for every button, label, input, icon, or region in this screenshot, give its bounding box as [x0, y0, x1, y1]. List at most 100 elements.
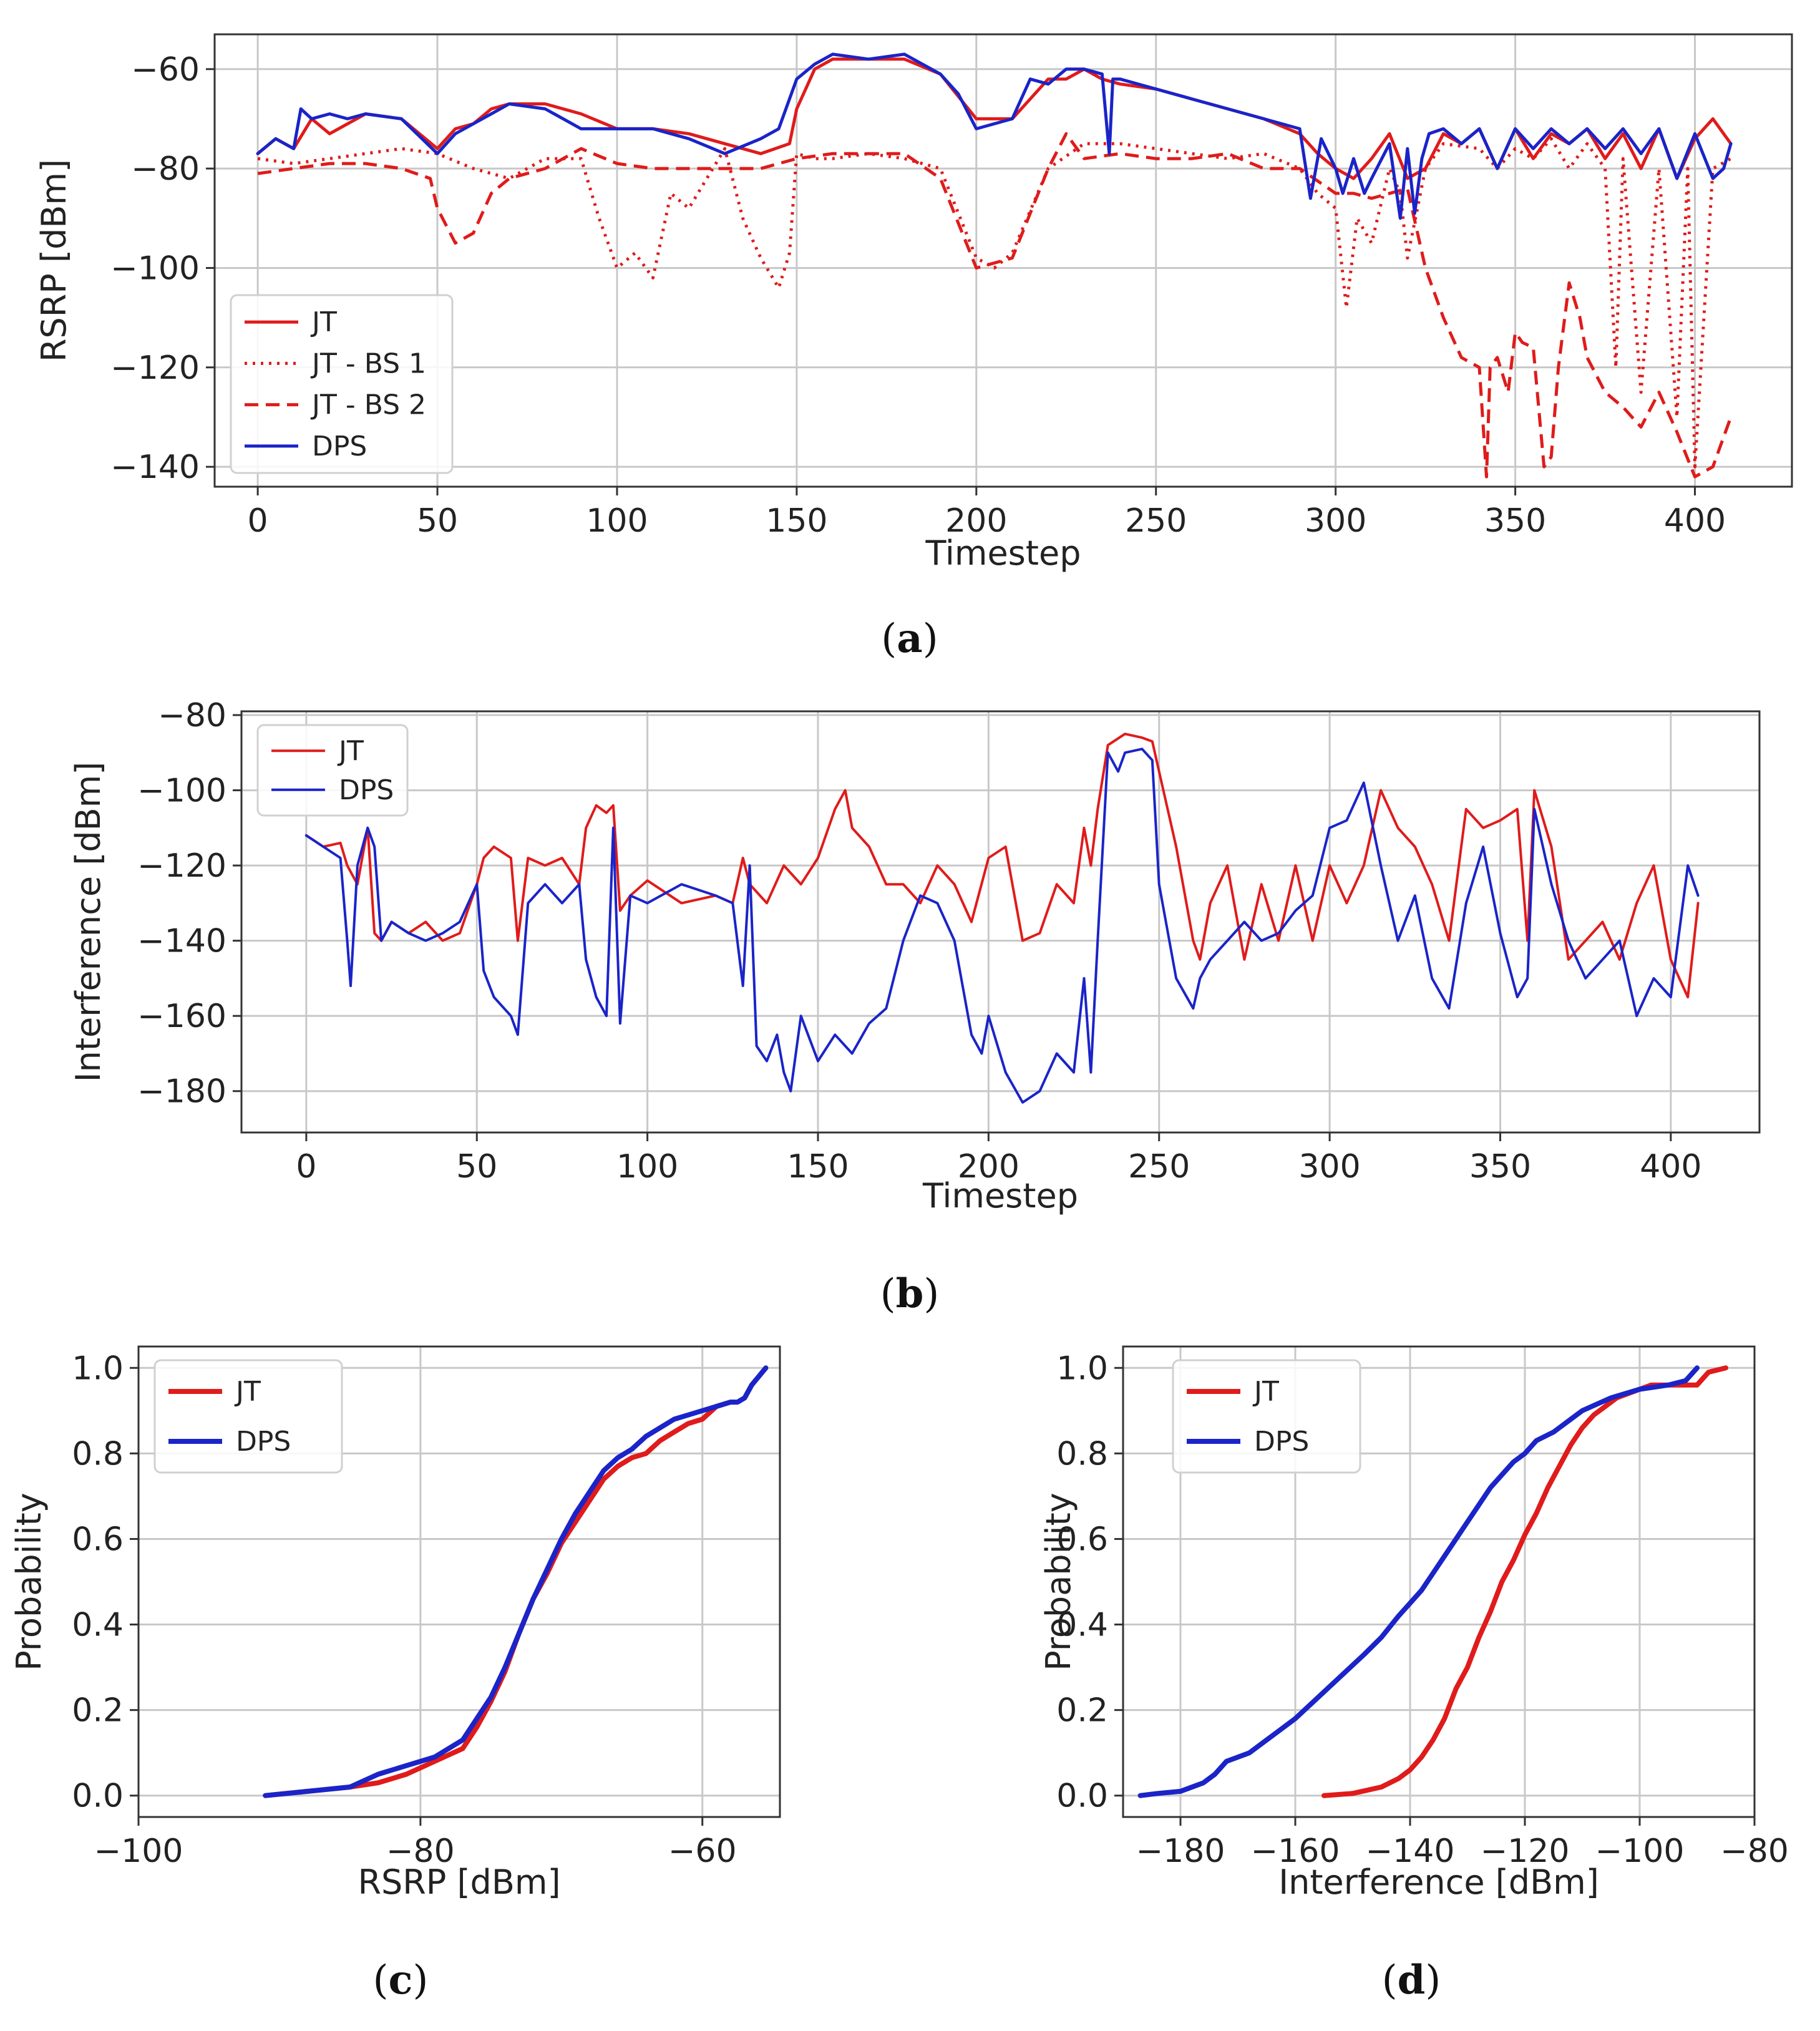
y-tick-label: 0.4 — [72, 1607, 124, 1644]
x-axis-title: Timestep — [925, 533, 1081, 573]
series-group — [256, 52, 1733, 479]
series-line-jt-bs-2 — [257, 132, 1733, 479]
y-axis-title: Probability — [1039, 1493, 1078, 1670]
legend-box — [153, 1359, 343, 1474]
x-tick-label: 350 — [1469, 1148, 1531, 1186]
x-axis-title: Timestep — [922, 1176, 1078, 1215]
y-tick-label: 0.0 — [72, 1778, 124, 1815]
y-axis-title: RSRP [dBm] — [34, 159, 74, 362]
series-line-dps — [304, 748, 1700, 1104]
legend-label: JT — [234, 1376, 261, 1408]
x-tick-label: −100 — [1595, 1833, 1685, 1870]
legend-label: DPS — [312, 431, 367, 462]
x-tick-label: −60 — [668, 1833, 737, 1870]
y-tick-label: −60 — [131, 51, 200, 89]
y-tick-label: 0.8 — [1056, 1435, 1108, 1473]
legend-label: JT — [310, 306, 337, 338]
caption-b: (b) — [880, 1270, 940, 1317]
y-tick-label: 1.0 — [72, 1350, 124, 1387]
y-axis-title: Interference [dBm] — [69, 762, 108, 1083]
panel-a: 0 50 100 150 200 250 300 350 400 −60 −80 −100 −120 −1… — [34, 33, 1793, 573]
y-tick-label: −80 — [158, 697, 226, 734]
x-tick-label: 400 — [1664, 502, 1726, 540]
series-group — [304, 733, 1700, 1104]
legend: JT DPS — [1172, 1359, 1361, 1474]
x-tick-label: −100 — [94, 1833, 183, 1870]
series-line-dps — [263, 1365, 769, 1798]
legend-box — [1172, 1359, 1361, 1474]
y-tick-label: −180 — [137, 1073, 226, 1111]
legend-label: DPS — [1254, 1426, 1309, 1458]
x-tick-label: 100 — [586, 502, 648, 540]
caption-d-letter: d — [1398, 1957, 1426, 2004]
gridlines — [137, 1347, 780, 1817]
legend: JT DPS — [256, 724, 409, 817]
caption-a: (a) — [881, 615, 938, 662]
legend-box — [230, 294, 454, 474]
series-line-dps — [256, 52, 1733, 220]
legend-box — [256, 724, 409, 817]
series-line-jt-bs-1 — [257, 137, 1732, 469]
caption-c-letter: c — [389, 1957, 413, 2004]
plot-frame — [137, 1345, 781, 1818]
y-tick-label: −140 — [110, 449, 200, 486]
y-tick-label: 0.8 — [72, 1435, 124, 1473]
gridlines — [241, 711, 1759, 1132]
legend-label: DPS — [339, 774, 394, 806]
legend-label: DPS — [236, 1426, 291, 1458]
y-tick-label: 0.6 — [72, 1521, 124, 1558]
y-tick-label: 0.0 — [1056, 1778, 1108, 1815]
series-group — [1137, 1365, 1728, 1798]
y-tick-label: −120 — [137, 847, 226, 885]
caption-d: (d) — [1382, 1957, 1441, 2004]
legend-label: JT - BS 2 — [310, 389, 426, 421]
y-tick-label: −100 — [137, 772, 226, 810]
y-tick-label: −120 — [110, 349, 200, 387]
x-axis-title: Interference [dBm] — [1278, 1863, 1599, 1902]
y-tick-label: 0.4 — [1056, 1607, 1108, 1644]
y-tick-label: 0.6 — [1056, 1521, 1108, 1558]
x-tick-label: 0 — [248, 502, 268, 540]
y-tick-label: −160 — [137, 998, 226, 1035]
caption-b-letter: b — [896, 1270, 924, 1317]
x-tick-label: 300 — [1298, 1148, 1360, 1186]
x-tick-label: −180 — [1136, 1833, 1225, 1870]
x-tick-label: 250 — [1128, 1148, 1190, 1186]
y-axis-title: Probability — [9, 1493, 49, 1670]
series-line-jt — [304, 733, 1700, 998]
x-tick-label: 400 — [1640, 1148, 1701, 1186]
y-tick-label: 1.0 — [1056, 1350, 1108, 1387]
x-tick-label: 150 — [787, 1148, 849, 1186]
x-tick-label: −80 — [386, 1833, 455, 1870]
panel-d: −180 −160 −140 −120 −100 −80 0.0 0.2 0.4 0.6 0.8 1.… — [1039, 1345, 1789, 1902]
caption-c: (c) — [373, 1957, 429, 2004]
y-tick-label: −80 — [131, 150, 200, 188]
x-tick-label: 50 — [456, 1148, 497, 1186]
x-tick-label: 200 — [945, 502, 1007, 540]
y-tick-label: −100 — [110, 250, 200, 287]
series-line-dps — [1137, 1365, 1700, 1798]
legend-label: JT — [337, 735, 364, 767]
x-tick-label: 300 — [1305, 502, 1366, 540]
gridlines — [215, 34, 1792, 487]
x-tick-label: 350 — [1484, 502, 1546, 540]
legend-label: JT — [1252, 1376, 1279, 1408]
legend: JT DPS — [153, 1359, 343, 1474]
x-tick-label: 100 — [616, 1148, 678, 1186]
series-line-jt — [256, 57, 1733, 180]
y-tick-label: 0.2 — [72, 1692, 124, 1730]
x-tick-label: −140 — [1366, 1833, 1455, 1870]
x-tick-label: 150 — [766, 502, 827, 540]
panel-c: −100 −80 −60 0.0 0.2 0.4 0.6 0.8 1.0 RSRP [dBm] Pr… — [9, 1345, 781, 1902]
caption-a-letter: a — [897, 615, 922, 662]
series-group — [263, 1365, 769, 1798]
x-tick-label: 250 — [1125, 502, 1187, 540]
x-tick-label: −160 — [1251, 1833, 1340, 1870]
legend: JT JT - BS 1 JT - BS 2 DPS — [230, 294, 454, 474]
series-line-jt — [1321, 1365, 1728, 1798]
y-tick-label: 0.2 — [1056, 1692, 1108, 1730]
plot-frame — [1122, 1345, 1756, 1818]
x-tick-label: −80 — [1720, 1833, 1789, 1870]
x-tick-label: 200 — [958, 1148, 1019, 1186]
